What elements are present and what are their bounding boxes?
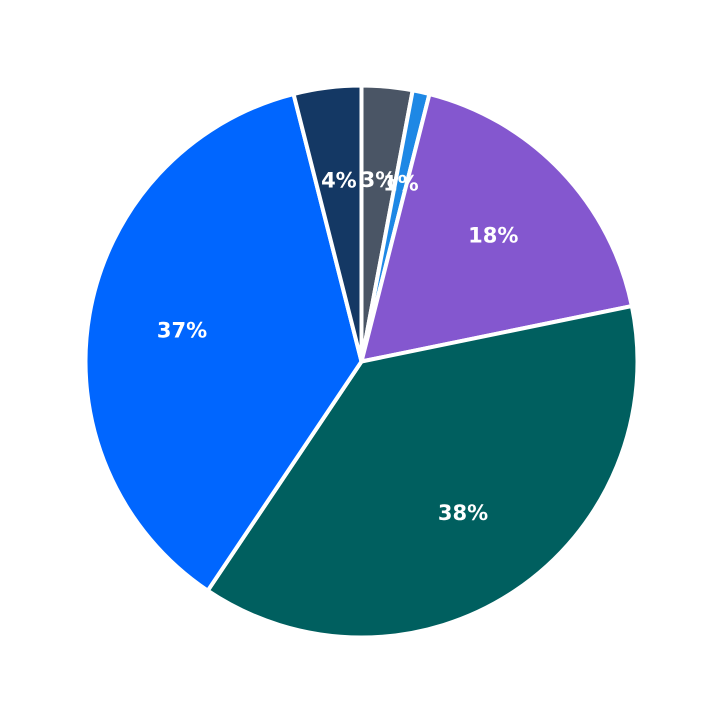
pie-slice-label-2: 18% — [468, 224, 518, 248]
pie-slice-3 — [205, 304, 640, 640]
pie-slice-label-1: 1% — [383, 172, 419, 196]
pie-slice-label-0: 3% — [361, 168, 397, 192]
pie-slice-5 — [291, 83, 364, 364]
pie-slice-2 — [359, 92, 634, 364]
pie-slice-4 — [83, 92, 364, 593]
pie-slice-label-4: 37% — [157, 318, 207, 342]
pie-slice-label-5: 4% — [321, 169, 357, 193]
pie-slices — [83, 83, 640, 640]
pie-labels: 3%1% 18% 38% 37% 4% — [157, 168, 519, 525]
pie-slice-label-3: 38% — [438, 501, 488, 525]
